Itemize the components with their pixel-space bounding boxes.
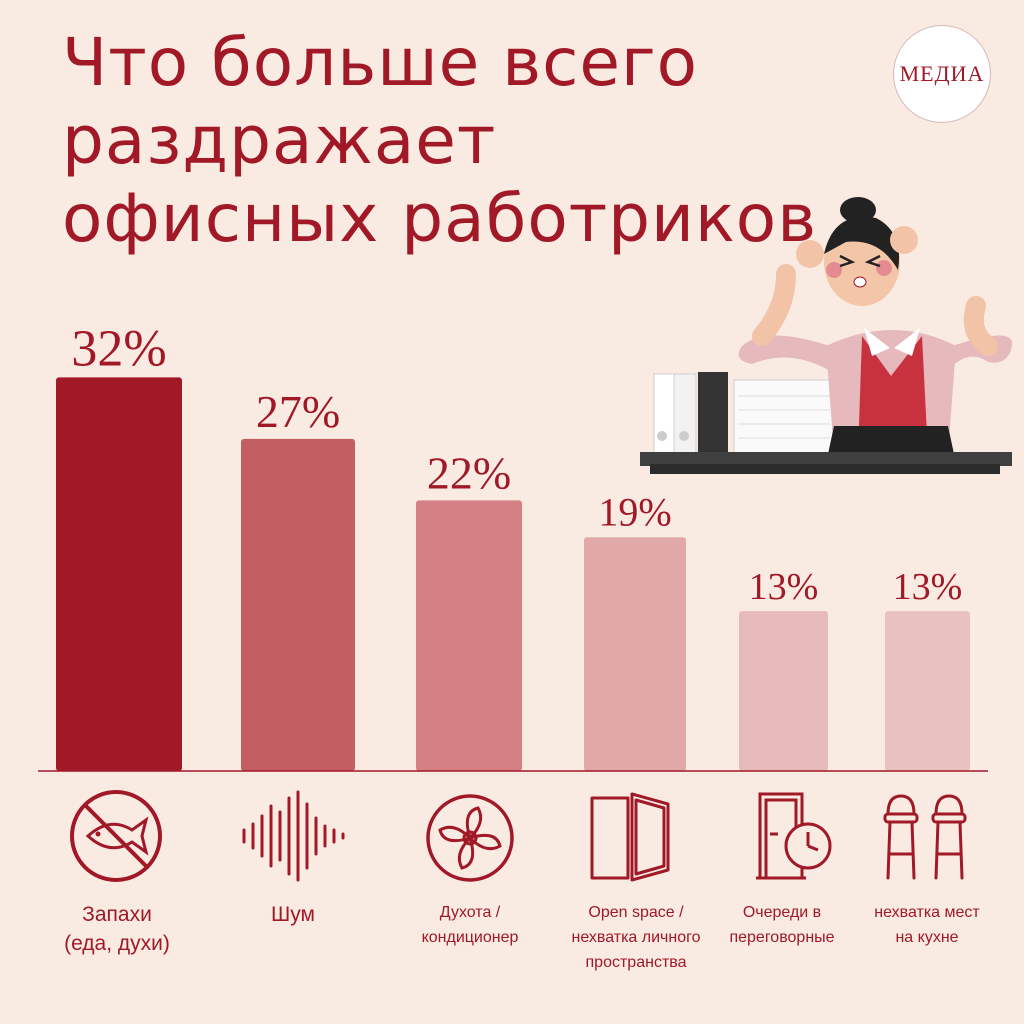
category-label-stuffiness: Духота / кондиционер: [385, 900, 555, 950]
bar-noise: [241, 438, 355, 771]
bar-meeting-rooms: [739, 611, 828, 771]
door-clock-icon: [756, 792, 832, 880]
title-line-1: Что больше всего: [62, 24, 699, 101]
value-label-noise: 27%: [256, 386, 340, 437]
label-line: Запахи: [82, 903, 152, 926]
bar-smells: [56, 377, 182, 771]
label-line: Open space /: [588, 904, 684, 921]
bar-open-space: [584, 537, 686, 771]
bar-kitchen: [885, 611, 970, 771]
value-label-meeting-rooms: 13%: [749, 566, 819, 608]
media-logo: МЕДИА: [893, 25, 991, 123]
label-line: переговорные: [729, 929, 835, 946]
fan-icon: [426, 794, 514, 882]
label-line: Очереди в: [742, 904, 822, 921]
value-label-stuffiness: 22%: [427, 447, 511, 498]
title-line-2: раздражает: [62, 102, 497, 179]
no-fish-icon: [70, 790, 162, 882]
label-line: Духота /: [439, 904, 501, 921]
bar-stuffiness: [416, 500, 522, 771]
label-line: Шум: [271, 903, 315, 926]
category-label-open-space: Open space / нехватка личного пространст…: [551, 900, 721, 975]
label-line: на кухне: [895, 929, 959, 946]
value-label-open-space: 19%: [598, 489, 671, 534]
category-label-noise: Шум: [208, 900, 378, 929]
open-door-icon: [590, 792, 670, 882]
category-label-smells: Запахи (еда, духи): [32, 900, 202, 958]
label-line: нехватка личного: [571, 929, 701, 946]
label-line: (еда, духи): [64, 932, 170, 955]
category-label-kitchen: нехватка мест на кухне: [842, 900, 1012, 950]
label-line: нехватка мест: [874, 904, 980, 921]
value-label-smells: 32%: [71, 320, 166, 377]
sound-wave-icon: [242, 790, 345, 882]
value-label-kitchen: 13%: [893, 566, 963, 608]
label-line: кондиционер: [421, 929, 519, 946]
bar-chart: 32% 27% 22% 19% 13% 13%: [38, 320, 988, 772]
stressed-worker-illustration: [640, 197, 1013, 474]
page-title: Что больше всего раздражает офисных рабо…: [62, 24, 822, 258]
category-label-meeting-rooms: Очереди в переговорные: [697, 900, 867, 950]
logo-text: МЕДИА: [899, 61, 985, 86]
label-line: пространства: [585, 954, 687, 971]
title-line-3: офисных работриков: [62, 180, 818, 257]
bar-stools-icon: [883, 794, 967, 880]
